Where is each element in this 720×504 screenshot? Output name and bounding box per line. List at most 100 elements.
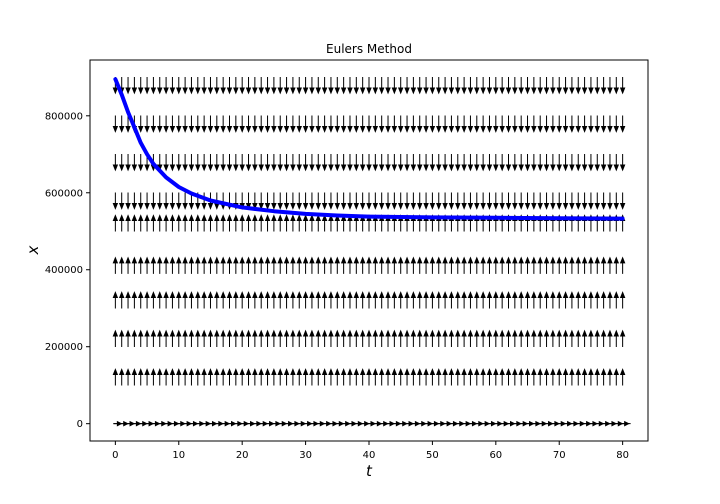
field-arrow [264,368,271,386]
field-arrow [385,291,391,309]
field-arrow [404,192,410,210]
field-arrow [239,115,245,133]
field-arrow [226,115,233,133]
field-arrow [245,214,252,232]
field-arrow [239,153,245,172]
field-arrow [512,77,518,95]
field-arrow [277,256,283,274]
field-arrow [474,77,480,95]
field-arrow [188,329,195,348]
field-arrow [562,77,569,95]
field-arrow [594,153,601,172]
field-arrow [353,368,360,386]
field-arrow [594,329,601,348]
field-arrow [252,291,258,309]
field-arrow [150,291,157,309]
field-arrow [416,77,423,95]
field-arrow [220,368,226,386]
field-arrow [607,291,613,309]
field-arrow [258,77,264,95]
field-arrow [137,192,144,210]
field-arrow [176,192,182,210]
field-arrow [581,329,588,348]
field-arrow [537,115,543,133]
field-arrow [455,153,461,172]
field-arrow [442,329,448,348]
field-arrow [397,256,404,274]
field-arrow [131,368,138,386]
field-arrow [264,329,271,348]
field-arrow [201,256,207,274]
field-arrow [588,329,594,348]
field-arrow [226,329,233,348]
field-arrow [157,77,163,95]
field-arrow [233,256,239,274]
x-tick-label: 10 [172,450,185,461]
field-arrow [550,256,556,274]
field-arrow [264,291,271,309]
field-arrow [290,291,296,309]
x-axis-label: t [366,462,373,480]
field-arrow [550,329,556,348]
field-arrow [239,77,245,95]
field-arrow [150,256,157,274]
field-arrow [436,256,442,274]
field-arrow [423,368,429,386]
field-arrow [315,153,322,172]
field-arrow [214,256,220,274]
field-arrow [334,291,341,309]
field-arrow [372,256,379,274]
field-arrow [499,329,505,348]
field-arrow [150,368,157,386]
field-arrow [283,153,290,172]
field-arrow [214,368,220,386]
field-arrow [118,192,125,210]
field-row-1 [112,115,626,133]
field-arrow [220,256,226,274]
field-arrow [302,368,309,386]
field-arrow [137,77,144,95]
field-arrow [118,214,125,232]
field-arrow [512,329,518,348]
field-arrow [467,329,474,348]
field-arrow [201,115,207,133]
field-arrow [619,192,626,210]
field-arrow [613,368,620,386]
field-arrow [150,115,157,133]
field-arrow [359,329,366,348]
field-arrow [163,77,169,95]
field-arrow [258,192,264,210]
field-arrow [505,368,512,386]
field-arrow [423,192,429,210]
field-arrow [480,256,486,274]
field-arrow [163,115,169,133]
field-arrow [144,368,150,386]
field-arrow [461,115,467,133]
field-arrow [436,329,442,348]
field-arrow [290,153,296,172]
field-arrow [226,368,233,386]
field-arrow [347,115,353,133]
field-arrow [137,153,144,172]
field-arrow [321,329,328,348]
field-arrow [258,214,264,232]
x-tick-label: 60 [489,450,502,461]
field-arrow [176,329,182,348]
y-axis: 0 200000 400000 600000 800000 [45,111,90,430]
field-arrow [474,291,480,309]
field-arrow [404,153,410,172]
field-arrow [531,115,537,133]
y-tick-label: 800000 [45,111,83,122]
field-arrow [347,256,353,274]
field-arrow [378,115,385,133]
field-arrow [112,115,119,133]
field-arrow [524,192,531,210]
field-arrow [378,329,385,348]
field-arrow [334,153,341,172]
solution-curve [113,77,625,221]
field-arrow [556,256,562,274]
field-arrow [315,291,322,309]
field-arrow [125,153,131,172]
field-arrow [347,77,353,95]
